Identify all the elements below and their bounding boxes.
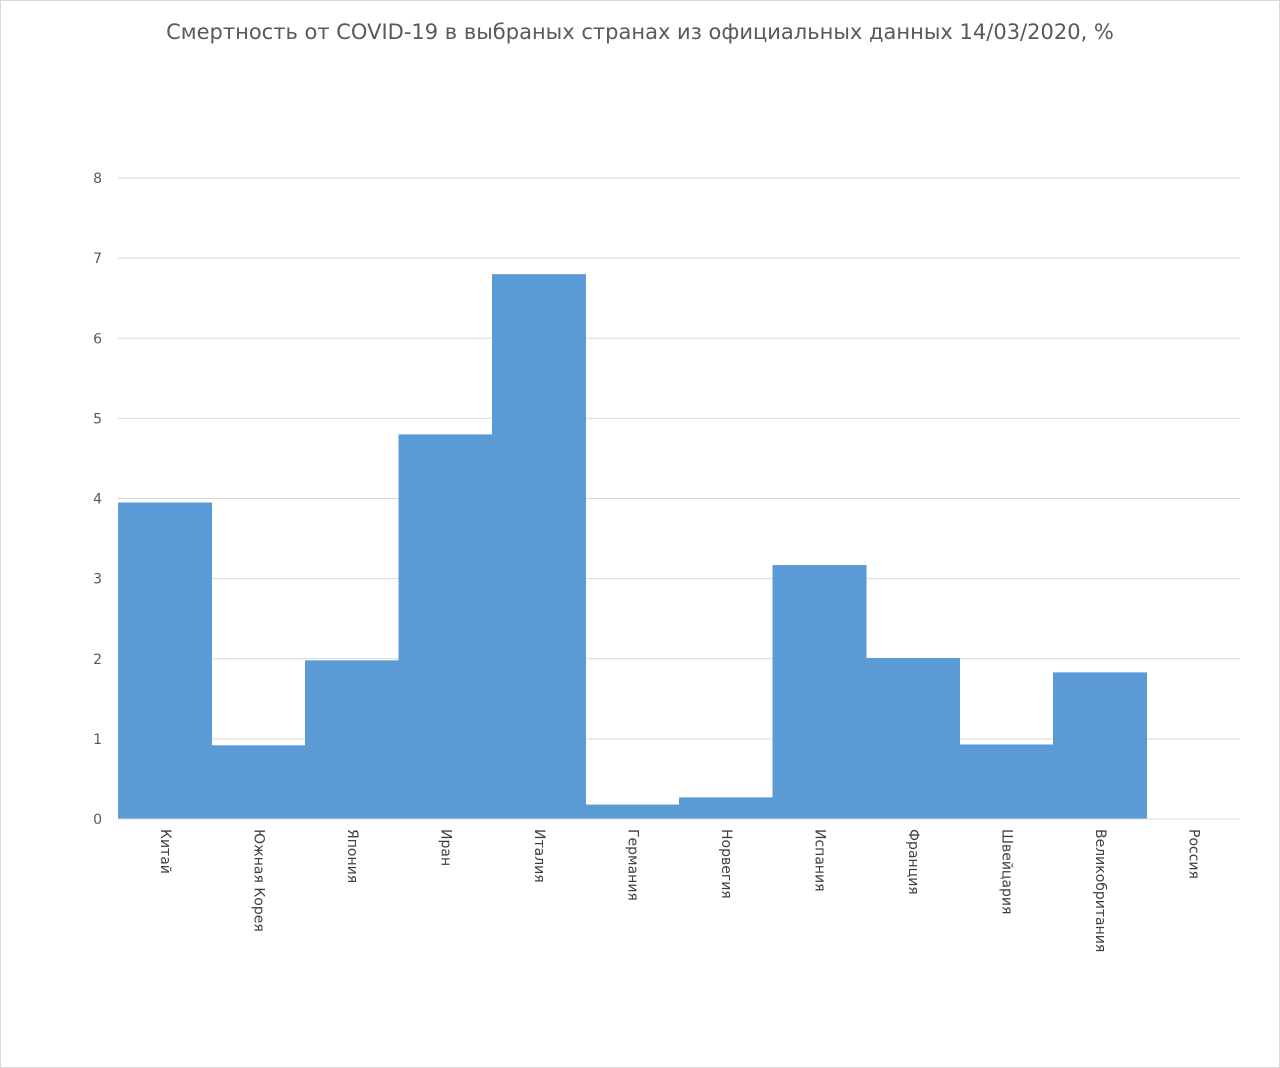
category-label: Япония (344, 829, 360, 883)
bar (866, 657, 960, 819)
category-label: Испания (811, 829, 827, 892)
category-label: Великобритания (1092, 829, 1108, 952)
bar (305, 660, 399, 819)
y-tick-label: 5 (93, 411, 102, 427)
bar (118, 502, 212, 819)
category-label: Италия (531, 829, 547, 883)
bar (211, 745, 306, 819)
category-label: Южная Корея (250, 829, 266, 932)
y-tick-label: 2 (93, 652, 102, 668)
chart-title: Смертность от COVID-19 в выбраных страна… (166, 20, 1114, 44)
y-tick-label: 7 (93, 251, 102, 267)
y-axis-tick-labels: 0 1 2 3 4 5 6 7 8 (93, 171, 102, 828)
bar (679, 797, 773, 819)
y-tick-label: 6 (93, 331, 102, 347)
category-label: Россия (1185, 829, 1201, 879)
category-label: Иран (437, 829, 453, 866)
y-tick-label: 3 (93, 572, 102, 588)
y-tick-label: 8 (93, 171, 102, 187)
bar (959, 744, 1054, 819)
y-tick-label: 0 (93, 812, 102, 828)
category-label: Германия (624, 829, 640, 901)
x-axis-category-labels: Китай Южная Корея Япония Иран Италия Германия… (157, 829, 1202, 952)
bar (585, 804, 680, 819)
bar (492, 274, 586, 819)
category-label: Франция (905, 829, 921, 895)
gridlines (118, 177, 1240, 740)
y-tick-label: 4 (93, 492, 102, 508)
category-label: Норвегия (718, 829, 734, 899)
category-label: Швейцария (998, 829, 1014, 914)
bar (1053, 672, 1147, 819)
category-label: Китай (157, 829, 173, 874)
bars (118, 274, 1147, 819)
bar (398, 434, 493, 819)
y-tick-label: 1 (93, 732, 102, 748)
bar (772, 565, 867, 819)
